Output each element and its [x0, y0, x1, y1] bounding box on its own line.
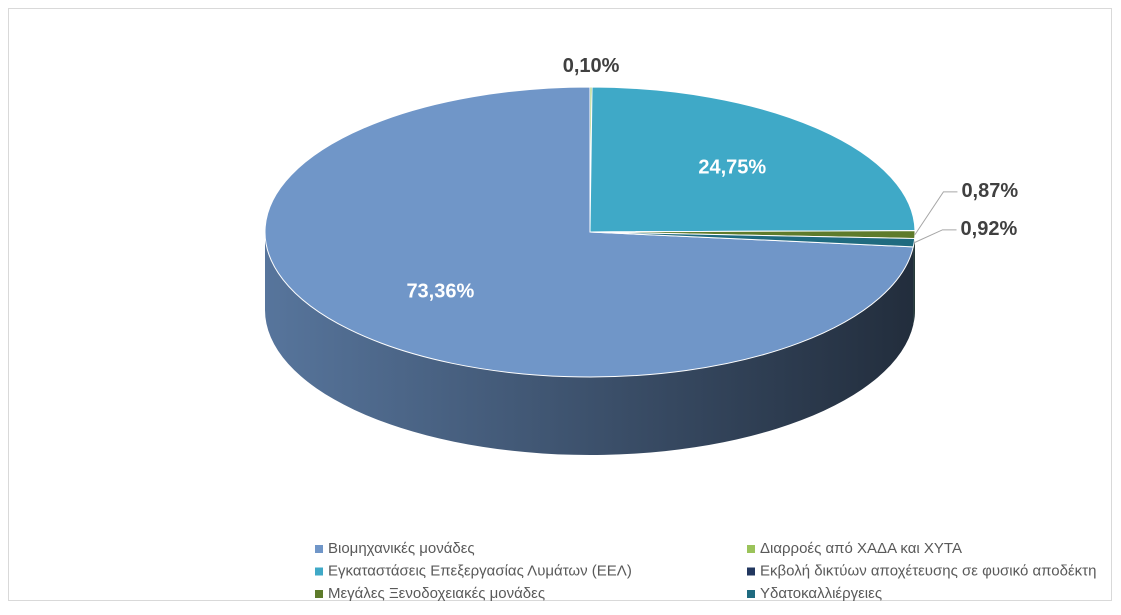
legend-label: Εγκαταστάσεις Επεξεργασίας Λυμάτων (ΕΕΛ) [328, 562, 632, 579]
legend-label: Υδατοκαλλιέργειες [760, 585, 882, 602]
legend-swatch [747, 568, 755, 576]
slice-side [913, 239, 914, 325]
data-label: 73,36% [406, 280, 474, 302]
legend-swatch [315, 545, 323, 553]
legend-label: Εκβολή δικτύων αποχέτευσης σε φυσικό απο… [760, 562, 1096, 579]
data-label: 0,10% [563, 55, 620, 77]
legend-label: Βιομηχανικές μονάδες [328, 540, 475, 557]
legend-label: Μεγάλες Ξενοδοχειακές μονάδες [328, 585, 545, 602]
legend-swatch [315, 568, 323, 576]
data-label: 24,75% [698, 157, 766, 179]
legend-swatch [747, 545, 755, 553]
data-label: 0,87% [961, 180, 1018, 202]
legend-swatch [747, 590, 755, 598]
legend-swatch [315, 590, 323, 598]
data-label: 0,92% [961, 218, 1018, 240]
legend-label: Διαρροές από ΧΑΔΑ και ΧΥΤΑ [760, 540, 962, 557]
